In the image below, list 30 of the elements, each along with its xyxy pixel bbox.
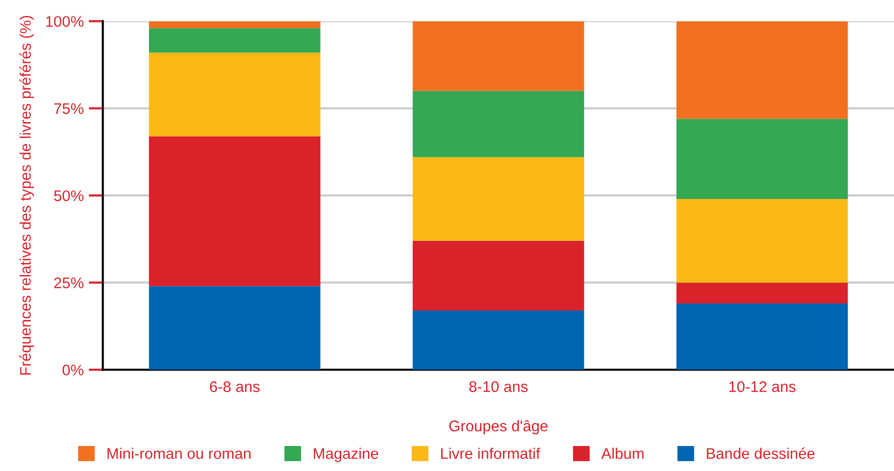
bar	[676, 304, 848, 370]
legend-label: Bande dessinée	[706, 448, 815, 459]
y-tick-label: 50%	[54, 190, 84, 202]
y-tick-label: 25%	[54, 277, 84, 288]
y-tick-label: 0%	[62, 364, 84, 376]
bar	[412, 21, 584, 91]
bar	[676, 118, 848, 199]
legend-label: Album	[601, 448, 644, 459]
x-tick-label: 10-12 ans	[729, 381, 796, 392]
bar	[412, 157, 584, 241]
x-axis-title: Groupes d'âge	[449, 420, 548, 434]
bar	[412, 90, 584, 158]
bar	[412, 240, 584, 310]
bar	[148, 136, 320, 286]
y-tick-label: 100%	[46, 16, 84, 27]
x-tick-label: 6-8 ans	[210, 381, 260, 392]
bar	[676, 282, 848, 304]
legend-label: Magazine	[314, 448, 378, 462]
bar	[676, 198, 848, 283]
bar	[148, 52, 320, 136]
y-axis-title: Fréquences relatives des types de livres préférés (%)	[19, 16, 34, 375]
bar	[412, 310, 584, 370]
legend-label: Livre informatif	[441, 448, 540, 459]
bar	[148, 28, 320, 53]
bar	[148, 286, 320, 370]
bar	[148, 21, 320, 28]
bar	[676, 21, 848, 119]
y-tick-label: 75%	[54, 103, 84, 114]
legend-label: Mini-roman ou roman	[108, 448, 250, 459]
x-tick-label: 8-10 ans	[469, 381, 528, 392]
